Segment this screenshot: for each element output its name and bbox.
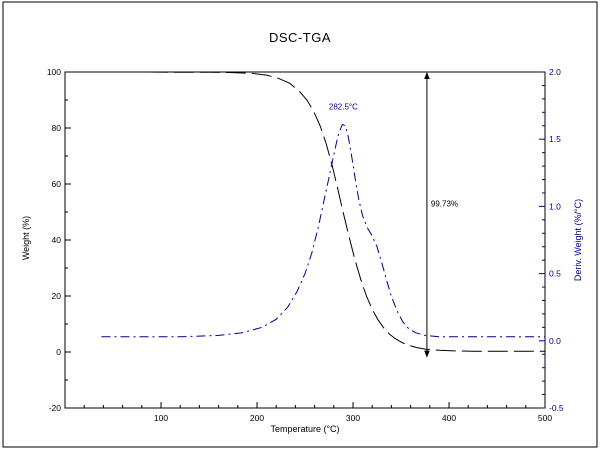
x-axis-label: Temperature (°C) <box>270 424 340 434</box>
svg-text:-0.5: -0.5 <box>549 403 564 413</box>
svg-text:60: 60 <box>52 179 62 189</box>
svg-text:400: 400 <box>442 413 456 423</box>
svg-text:20: 20 <box>52 291 62 301</box>
svg-text:1.5: 1.5 <box>549 134 561 144</box>
x-axis: 100 200 300 400 500 <box>64 402 552 423</box>
svg-text:40: 40 <box>52 235 62 245</box>
svg-text:0.5: 0.5 <box>549 269 561 279</box>
svg-text:100: 100 <box>154 413 168 423</box>
weight-curve <box>69 71 545 352</box>
svg-text:300: 300 <box>346 413 360 423</box>
svg-text:100: 100 <box>47 67 61 77</box>
plot-box <box>64 71 546 409</box>
right-y-axis: -0.5 0.0 0.5 1.0 1.5 2.0 <box>539 67 564 413</box>
svg-text:99.73%: 99.73% <box>431 199 458 208</box>
svg-text:-20: -20 <box>49 403 62 413</box>
svg-text:0.0: 0.0 <box>549 336 561 346</box>
peak-temperature-label: 282.5°C <box>329 103 358 112</box>
svg-text:1.0: 1.0 <box>549 201 561 211</box>
deriv-weight-curve <box>101 123 545 338</box>
weight-loss-marker: 99.73% <box>424 72 458 358</box>
svg-text:500: 500 <box>538 413 552 423</box>
svg-text:0: 0 <box>56 347 61 357</box>
left-y-axis: -20 0 20 40 60 80 100 <box>47 67 71 413</box>
svg-text:200: 200 <box>250 413 264 423</box>
svg-text:2.0: 2.0 <box>549 67 561 77</box>
svg-text:80: 80 <box>52 123 62 133</box>
chart-title: DSC-TGA <box>269 30 331 45</box>
